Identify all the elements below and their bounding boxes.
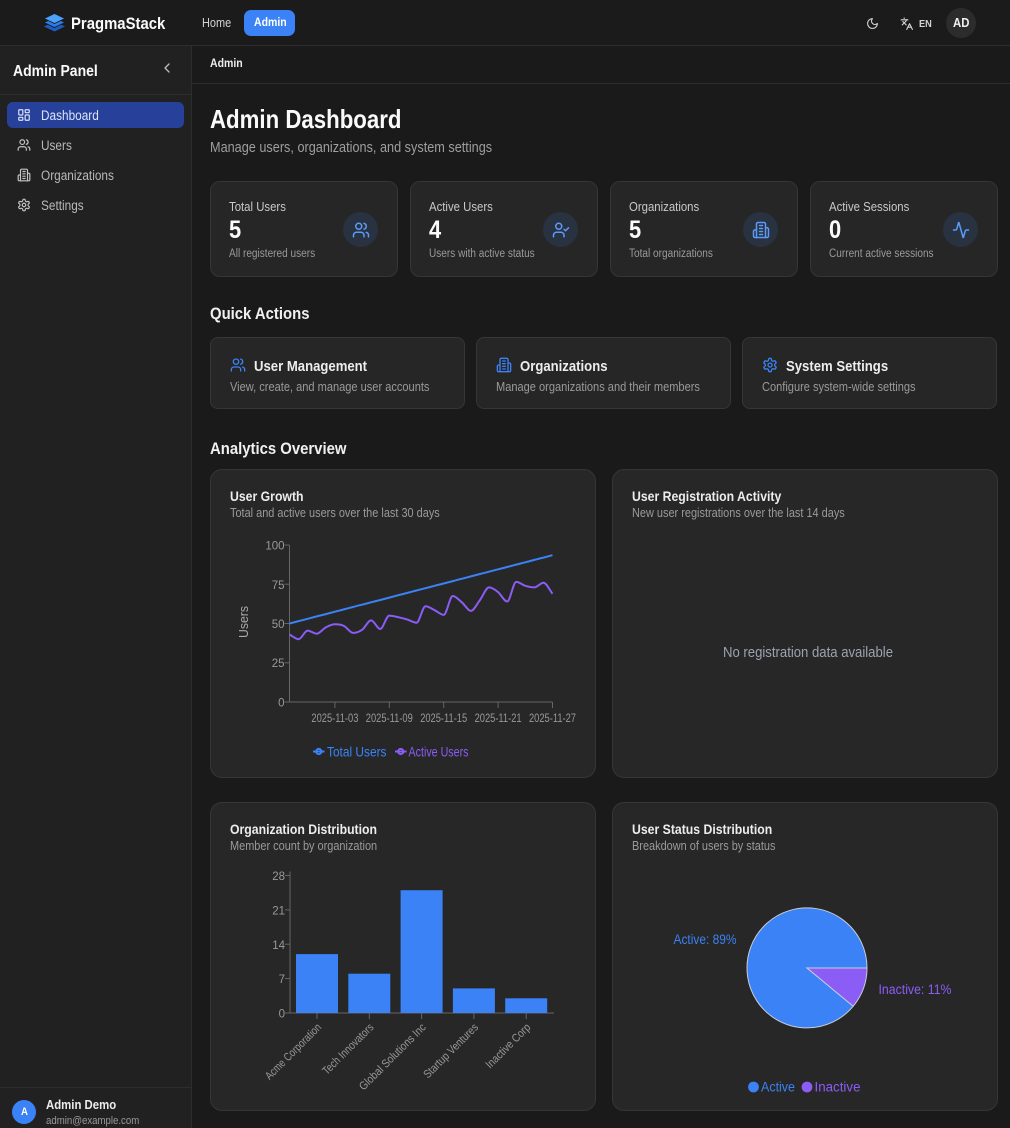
svg-text:28: 28 — [272, 871, 285, 883]
svg-text:75: 75 — [272, 580, 285, 592]
svg-text:21: 21 — [272, 905, 285, 917]
svg-text:Inactive: 11%: Inactive: 11% — [878, 982, 951, 997]
svg-text:14: 14 — [272, 940, 285, 952]
svg-text:Startup Ventures: Startup Ventures — [422, 1021, 482, 1081]
svg-text:Acme Corporation: Acme Corporation — [263, 1022, 324, 1083]
svg-text:Active: 89%: Active: 89% — [673, 932, 736, 947]
svg-text:Users: Users — [237, 606, 251, 638]
svg-text:0: 0 — [278, 698, 284, 710]
svg-text:2025-11-21: 2025-11-21 — [475, 713, 522, 725]
svg-text:Active: Active — [761, 1080, 795, 1095]
svg-text:Total Users: Total Users — [327, 745, 387, 760]
svg-text:50: 50 — [272, 619, 285, 631]
svg-text:2025-11-27: 2025-11-27 — [529, 713, 576, 725]
svg-text:0: 0 — [279, 1009, 285, 1021]
svg-text:Inactive Corp: Inactive Corp — [484, 1022, 533, 1071]
svg-text:2025-11-03: 2025-11-03 — [311, 713, 358, 725]
svg-text:Tech Innovators: Tech Innovators — [321, 1021, 377, 1077]
svg-text:100: 100 — [265, 541, 284, 553]
svg-text:2025-11-09: 2025-11-09 — [366, 713, 413, 725]
svg-text:7: 7 — [279, 974, 285, 986]
svg-text:Active Users: Active Users — [409, 745, 469, 760]
svg-text:Inactive: Inactive — [814, 1080, 860, 1095]
svg-text:25: 25 — [272, 658, 285, 670]
svg-text:2025-11-15: 2025-11-15 — [420, 713, 467, 725]
